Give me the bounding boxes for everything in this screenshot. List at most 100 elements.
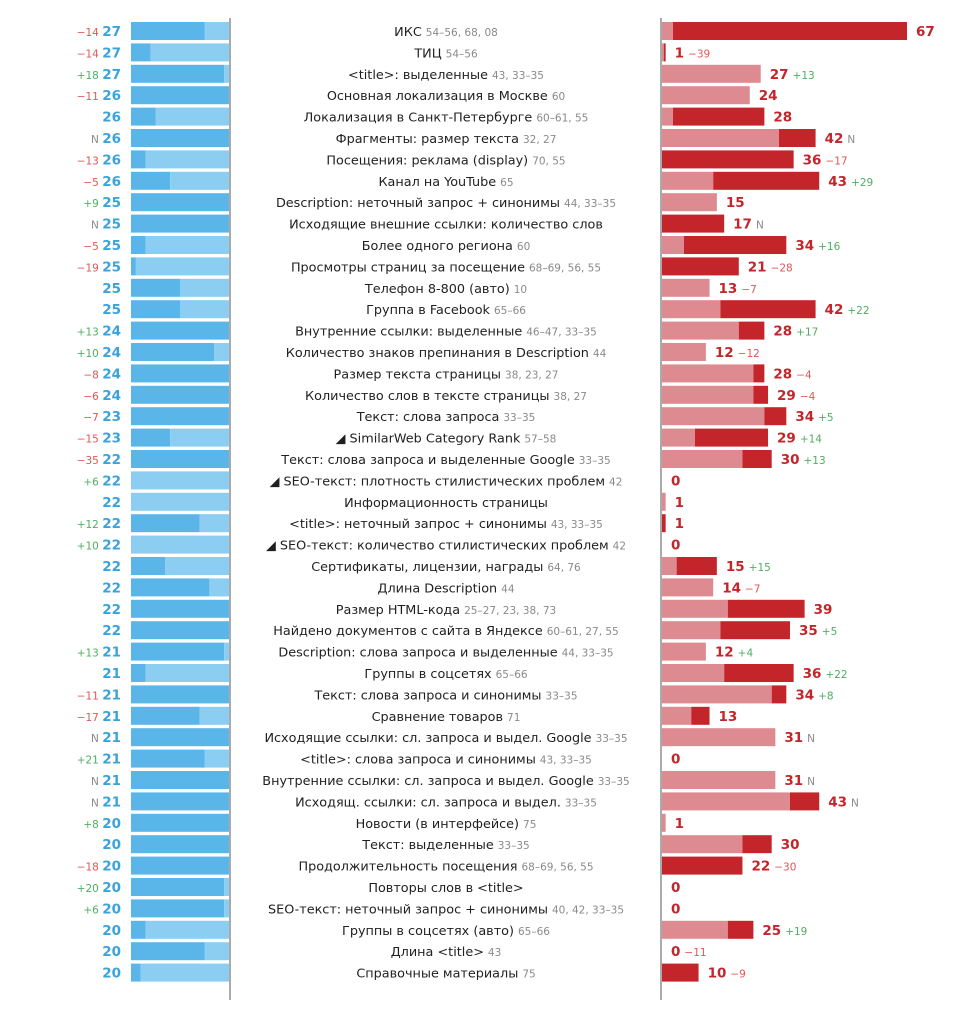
left-bar-dark (131, 214, 229, 233)
row-label: Размер текста страницы (334, 367, 502, 382)
left-bar-light (214, 343, 229, 361)
left-value: 22 (102, 559, 121, 575)
right-value: 1 (675, 495, 684, 511)
left-bar-dark (131, 599, 229, 618)
left-value: 25 (102, 302, 121, 318)
right-bar-light (662, 364, 754, 383)
row-label-text: Исходящие ссылки: сл. запроса и выдел. G… (264, 731, 627, 746)
right-bar-light (662, 86, 750, 105)
left-bar-dark (131, 129, 229, 147)
row-label: ТИЦ (413, 46, 441, 61)
right-value-label: 39 (814, 602, 833, 618)
left-bar-light (145, 920, 229, 939)
left-value: 24 (102, 366, 121, 382)
left-value-label: 25 (102, 302, 121, 318)
row-label: Сертификаты, лицензии, награды (311, 560, 543, 575)
left-value-label: 20 (102, 923, 121, 939)
right-bar-light (662, 728, 776, 747)
row-label: Локализация в Санкт-Петербурге (304, 111, 533, 126)
left-change-label: −11 (77, 91, 99, 103)
right-value-label: 30 +13 (781, 452, 826, 468)
right-bar-light (662, 920, 728, 939)
left-bar-dark (131, 514, 200, 533)
row-refs: 44 (501, 583, 515, 595)
left-value-label: +13 21 (77, 645, 121, 661)
right-value-label: 30 (781, 837, 800, 853)
right-value-label: 0 (671, 901, 680, 917)
left-change-label: −11 (77, 690, 99, 702)
left-bar-dark (131, 664, 146, 682)
row-refs: 38, 27 (554, 391, 587, 403)
right-value-label: 34 +16 (795, 238, 840, 254)
right-bar-light (662, 300, 721, 319)
row-label: Информационность страницы (344, 496, 548, 511)
right-change-label: −9 (730, 969, 745, 981)
left-value: 20 (102, 859, 121, 875)
row-refs: 33–35 (596, 733, 628, 745)
right-bar-light (662, 771, 776, 789)
left-value-label: +20 20 (77, 880, 121, 896)
left-bar-dark (131, 450, 229, 468)
left-bar-dark (131, 963, 141, 982)
right-bar-light (662, 621, 721, 640)
left-bar-dark (131, 364, 229, 383)
left-value-label: +12 22 (77, 516, 121, 532)
right-bar-dark (720, 300, 816, 319)
right-change-label: +13 (793, 70, 815, 82)
row-label: Description: неточный запрос + синонимы (276, 196, 560, 211)
row-label: Повторы слов в <title> (368, 881, 523, 896)
right-bar-light (662, 43, 664, 62)
left-value-label: 21 (102, 666, 121, 682)
left-bar-light (145, 150, 229, 169)
right-bar-light (662, 193, 717, 212)
row-refs: 54–56 (446, 48, 478, 60)
row-label: Группы в соцсетях (364, 667, 492, 682)
row-label-text: <title>: неточный запрос + синонимы 43, 3… (289, 517, 603, 532)
left-bar-dark (131, 642, 225, 661)
left-value-label: −11 21 (77, 687, 121, 703)
right-value-label: 28 +17 (773, 324, 818, 340)
right-value-label: 25 +19 (762, 923, 807, 939)
right-value-label: 67 (916, 24, 935, 40)
right-value-label: 42 +22 (825, 302, 870, 318)
row-refs: 32, 27 (523, 134, 556, 146)
row-label-text: Текст: слова запроса 33–35 (356, 410, 536, 425)
left-value-label: −13 26 (77, 152, 121, 168)
right-bar-dark (779, 129, 816, 147)
left-value: 20 (102, 837, 121, 853)
row-label: <title>: неточный запрос + синонимы (289, 517, 547, 532)
left-value-label: 22 (102, 580, 121, 596)
left-value-label: N 25 (91, 217, 121, 233)
row-label-text: ◢ SEO-текст: плотность стилистических пр… (270, 474, 623, 489)
right-value-label: 28 −4 (773, 366, 812, 382)
row-label-text: Более одного региона 60 (362, 239, 531, 254)
row-label: Текст: выделенные (361, 838, 494, 853)
left-value-label: −5 25 (83, 238, 121, 254)
row-refs: 43, 33–35 (551, 519, 603, 531)
right-bar-dark (720, 621, 790, 640)
right-value: 43 (828, 174, 847, 190)
right-value: 27 (770, 67, 789, 83)
row-label-text: ◢ SimilarWeb Category Rank 57–58 (336, 432, 557, 447)
right-value: 28 (773, 110, 792, 126)
right-value: 28 (773, 366, 792, 382)
right-value-label: 10 −9 (708, 966, 746, 982)
right-bar-light (662, 813, 666, 832)
left-value: 22 (102, 473, 121, 489)
row-refs: 54–56, 68, 08 (426, 27, 498, 39)
left-bar-dark (131, 300, 180, 319)
right-value: 0 (671, 880, 680, 896)
right-bar-light (662, 642, 706, 661)
right-bar-dark (742, 835, 772, 854)
right-change-label: −30 (774, 862, 796, 874)
row-refs: 33–35 (579, 455, 611, 467)
left-bar-dark (131, 193, 229, 212)
right-bar-light (662, 321, 739, 340)
right-bar-dark (727, 920, 754, 939)
left-change-label: −5 (83, 177, 98, 189)
left-bar-dark (131, 107, 156, 126)
right-value: 31 (784, 773, 803, 789)
left-change-label: −13 (77, 155, 99, 167)
row-label-text: Информационность страницы (344, 496, 548, 511)
